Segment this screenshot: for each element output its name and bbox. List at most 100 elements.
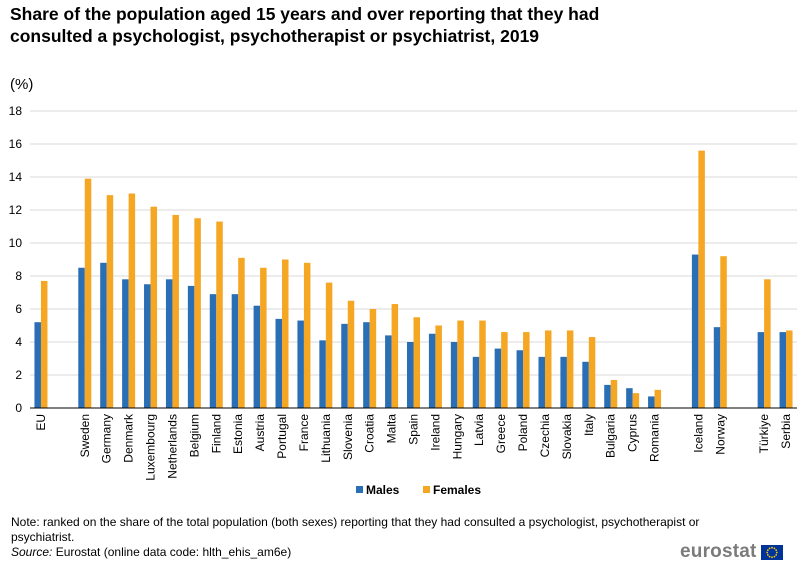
bar-females [369,309,377,408]
x-tick-label: Greece [494,414,508,454]
y-tick-label: 14 [9,170,23,184]
flag-star [775,551,778,553]
bar-females [413,317,420,408]
source-label: Source: [11,545,53,559]
eurostat-logo[interactable]: eurostat [680,541,783,563]
bar-males [604,384,611,408]
bar-females [238,257,245,408]
flag-star [774,548,777,551]
bar-males [209,294,217,408]
bar-females [523,332,530,408]
bar-males [78,267,85,408]
bar-females [150,206,158,408]
flag-star [774,553,777,556]
bar-females [325,282,333,408]
bar-females [588,337,596,408]
x-tick-label: Germany [100,414,114,463]
x-tick-label: Lithuania [319,414,333,463]
bar-males [626,388,633,408]
legend-swatch-females [423,486,430,493]
bar-males [494,348,502,408]
y-tick-label: 16 [9,137,23,151]
bar-males [428,333,436,408]
x-tick-label: Sweden [78,414,92,457]
y-tick-label: 6 [15,302,22,316]
bar-males [691,254,699,408]
bar-females [40,280,48,408]
flag-star [773,555,775,558]
bar-females [544,330,552,408]
y-tick-label: 10 [9,236,23,250]
x-tick-label: Czechia [538,414,552,458]
x-tick-label: Luxembourg [144,414,158,481]
bar-males [231,294,239,408]
bar-males [450,342,458,408]
bar-females [194,218,201,408]
x-tick-label: Cyprus [626,414,640,452]
x-tick-label: Croatia [363,414,377,453]
bar-females [435,325,442,408]
bar-females [84,178,92,408]
bar-females [303,262,311,408]
x-tick-label: Latvia [472,414,486,446]
source-text: Eurostat (online data code: hlth_ehis_am… [55,545,292,559]
bar-males [363,322,370,408]
x-tick-label: Slovenia [341,414,355,460]
bar-females [632,393,640,408]
x-tick-label: Iceland [691,414,705,453]
flag-star [766,548,769,551]
bar-females [698,150,705,408]
chart-title: Share of the population aged 15 years an… [10,4,600,46]
bar-females [260,267,267,408]
legend-swatch-males [356,486,363,493]
x-tick-label: Bulgaria [604,414,618,458]
x-tick-label: Spain [407,414,421,445]
bar-females [391,304,399,408]
bar-males [165,279,173,408]
x-tick-label: France [297,414,311,452]
y-axis-unit: (%) [10,76,34,93]
x-tick-label: Austria [253,414,267,452]
x-tick-label: Serbia [779,414,793,449]
bar-females [282,259,289,408]
x-tick-label: EU [34,414,48,431]
chart-source: Source: Eurostat (online data code: hlth… [11,545,291,559]
bar-males [319,340,326,408]
x-tick-label: Netherlands [165,414,179,479]
y-tick-label: 0 [15,401,22,415]
x-tick-label: Hungary [450,414,464,459]
bar-males [648,396,655,408]
x-tick-label: Denmark [122,413,136,463]
bar-males [341,323,348,408]
y-tick-label: 8 [15,269,22,283]
bar-females [720,256,727,408]
bar-males [275,318,283,408]
bar-females [479,320,486,408]
x-tick-label: Romania [648,414,662,462]
bar-males [779,332,787,408]
bar-females [566,330,574,408]
flag-star [768,555,771,558]
x-tick-label: Norway [713,414,727,455]
bar-males [407,342,414,408]
bar-males [100,262,107,408]
bar-males [538,356,545,408]
flag-star [770,546,773,549]
bar-males [582,361,589,408]
bar-males [516,350,524,408]
bar-males [560,356,567,408]
eu-flag-icon [760,544,783,560]
flag-star [765,551,768,553]
bar-females [786,330,793,408]
flag-star [768,546,771,549]
bar-males [34,322,41,408]
bar-males [472,356,480,408]
bar-females [457,320,464,408]
x-tick-label: Portugal [275,414,289,459]
bar-males [757,332,765,408]
x-tick-label: Türkiye [757,414,771,454]
y-tick-label: 4 [15,335,22,349]
chart-note: Note: ranked on the share of the total p… [11,515,700,544]
y-tick-label: 2 [15,368,22,382]
x-tick-label: Belgium [187,414,201,457]
